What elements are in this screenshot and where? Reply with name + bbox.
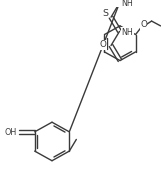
Text: NH: NH: [122, 0, 133, 8]
Text: O: O: [140, 20, 147, 29]
Text: O: O: [99, 40, 106, 49]
Text: OH: OH: [5, 128, 17, 137]
Text: S: S: [102, 9, 108, 18]
Text: NH: NH: [122, 28, 133, 37]
